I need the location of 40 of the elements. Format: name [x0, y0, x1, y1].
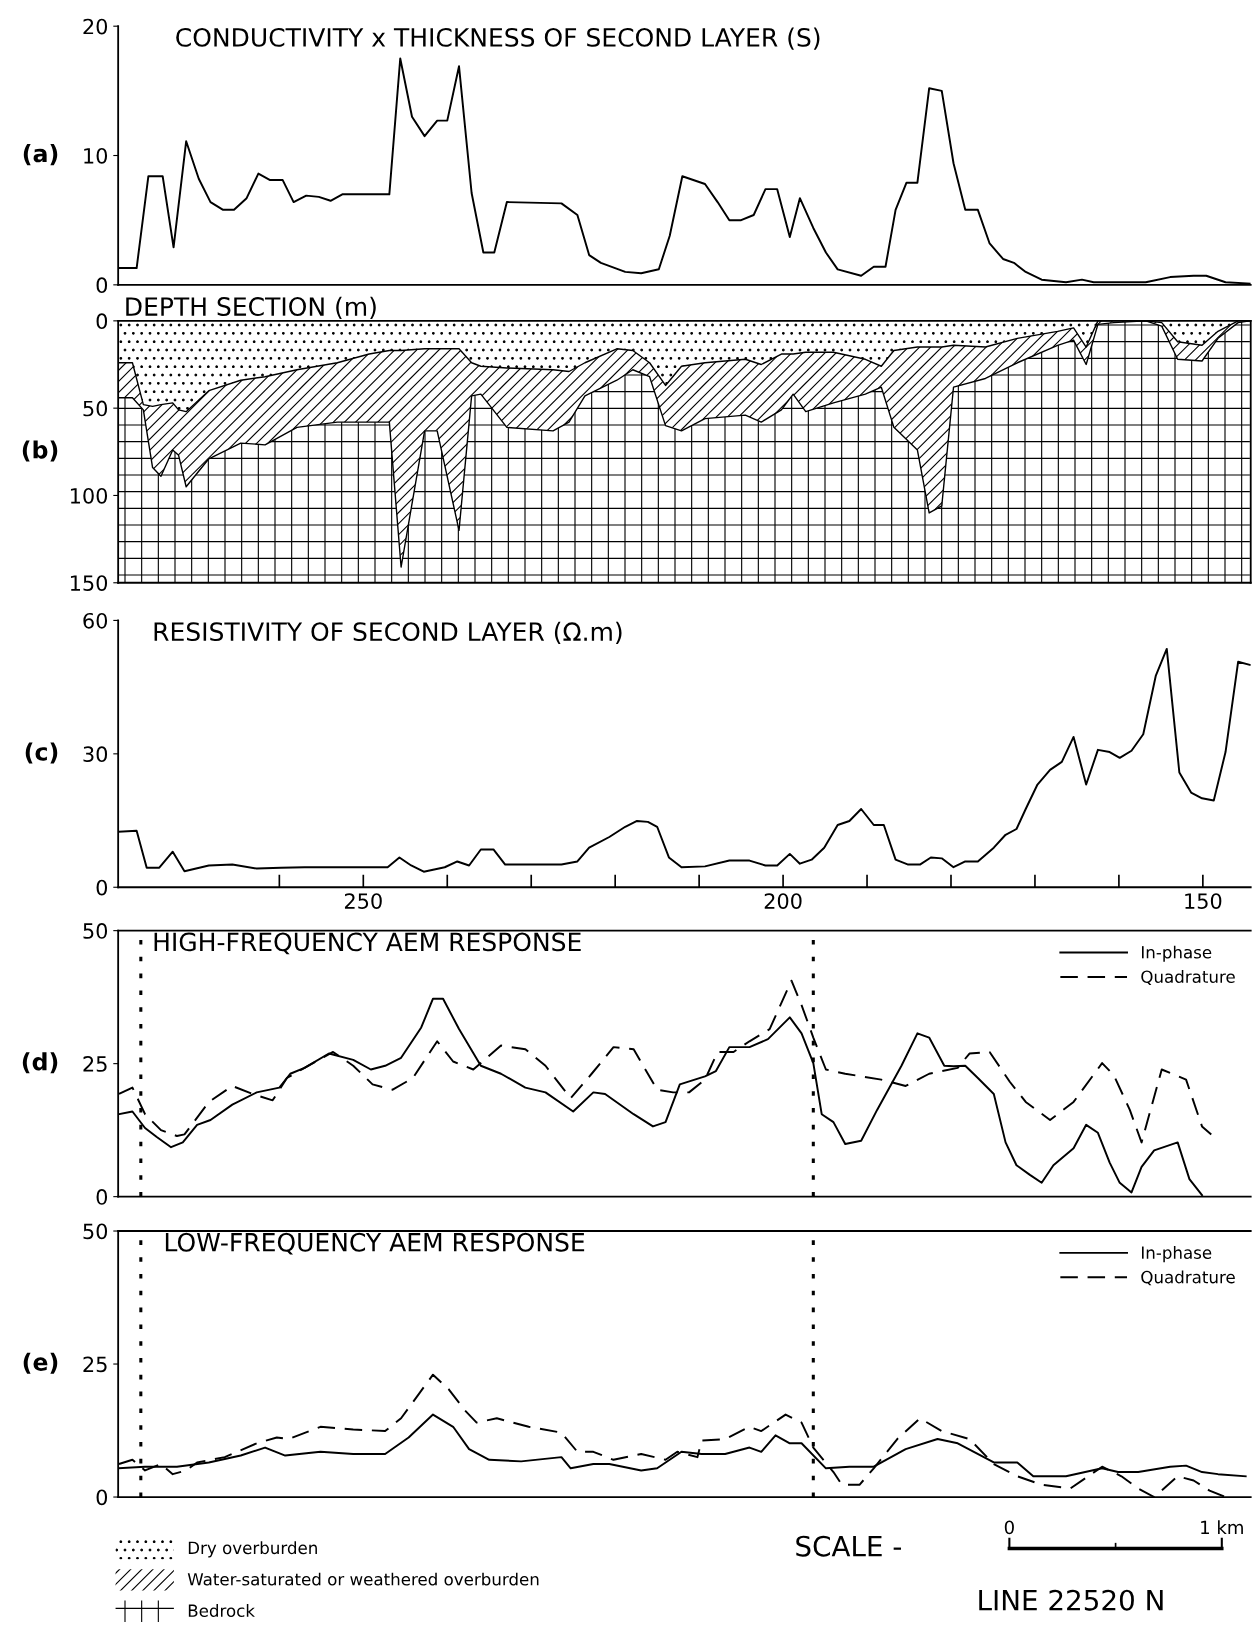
- text: SCALE -: [796, 1535, 901, 1557]
- y-tick-label: 25: [83, 1056, 107, 1072]
- x-tick-label: 250: [344, 893, 382, 909]
- chart-title: HIGH-FREQUENCY AEM RESPONSE: [154, 932, 581, 955]
- y-tick-label: 25: [83, 1356, 107, 1373]
- legend-label: In-phase: [1141, 945, 1212, 962]
- y-tick-label: 30: [83, 746, 108, 763]
- chart-title: LOW-FREQUENCY AEM RESPONSE: [165, 1232, 585, 1255]
- y-tick-label: 0: [96, 1189, 108, 1205]
- chart-title: RESISTIVITY OF SECOND LAYER (Ω.m): [154, 621, 622, 645]
- y-tick-label: 50: [83, 400, 108, 417]
- legend-label: In-phase: [1141, 1246, 1212, 1263]
- y-tick-label: 60: [83, 612, 108, 629]
- chart-title: DEPTH SECTION (m): [126, 296, 376, 319]
- chart-title: CONDUCTIVITY x THICKNESS OF SECOND LAYER (S): [176, 27, 820, 50]
- legend-label: Water-saturated or weathered overburden: [187, 1572, 539, 1586]
- legend-label: Quadrature: [1141, 1270, 1235, 1286]
- text: (a): [23, 144, 58, 166]
- y-tick-label: 20: [83, 18, 108, 35]
- y-tick-label: 0: [96, 879, 108, 896]
- legend-label: Dry overburden: [188, 1541, 317, 1558]
- x-tick-label: 150: [1185, 893, 1222, 909]
- legend-label: Quadrature: [1141, 970, 1235, 985]
- text: 0: [1004, 1520, 1014, 1535]
- y-tick-label: 10: [84, 147, 108, 164]
- legend-label: Bedrock: [188, 1604, 255, 1617]
- text: 1 km: [1201, 1520, 1243, 1534]
- y-tick-label: 50: [83, 923, 108, 939]
- x-tick-label: 200: [764, 893, 802, 909]
- text: (e): [23, 1352, 58, 1374]
- y-tick-label: 0: [96, 277, 108, 294]
- y-tick-label: 150: [70, 575, 108, 591]
- text: (b): [22, 440, 58, 462]
- y-tick-label: 100: [70, 487, 108, 504]
- text: LINE 22520 N: [979, 1589, 1163, 1611]
- y-tick-label: 50: [83, 1223, 108, 1240]
- y-tick-label: 0: [96, 1489, 108, 1506]
- y-tick-label: 0: [96, 313, 108, 330]
- text: (d): [22, 1052, 58, 1074]
- text: (c): [25, 742, 58, 764]
